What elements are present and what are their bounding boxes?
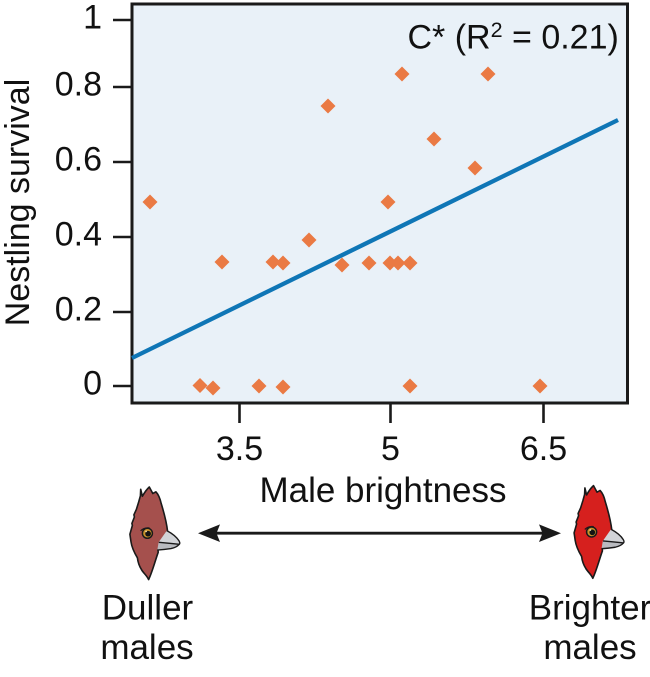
svg-text:males: males [100, 628, 193, 667]
svg-text:C* (R2 = 0.21): C* (R2 = 0.21) [408, 18, 619, 57]
svg-text:0: 0 [83, 365, 102, 403]
svg-text:Male brightness: Male brightness [259, 471, 506, 510]
svg-text:0.6: 0.6 [55, 141, 102, 179]
svg-text:5: 5 [381, 430, 400, 468]
svg-text:1: 1 [83, 0, 102, 37]
svg-text:Duller: Duller [102, 589, 194, 628]
svg-text:0.8: 0.8 [55, 66, 102, 104]
svg-text:Nestling survival: Nestling survival [0, 79, 37, 327]
svg-text:6.5: 6.5 [520, 430, 567, 468]
svg-text:0.4: 0.4 [55, 216, 102, 254]
svg-text:3.5: 3.5 [216, 430, 263, 468]
svg-text:males: males [543, 628, 636, 667]
svg-text:0.2: 0.2 [55, 291, 102, 329]
svg-text:Brighter: Brighter [529, 589, 650, 628]
